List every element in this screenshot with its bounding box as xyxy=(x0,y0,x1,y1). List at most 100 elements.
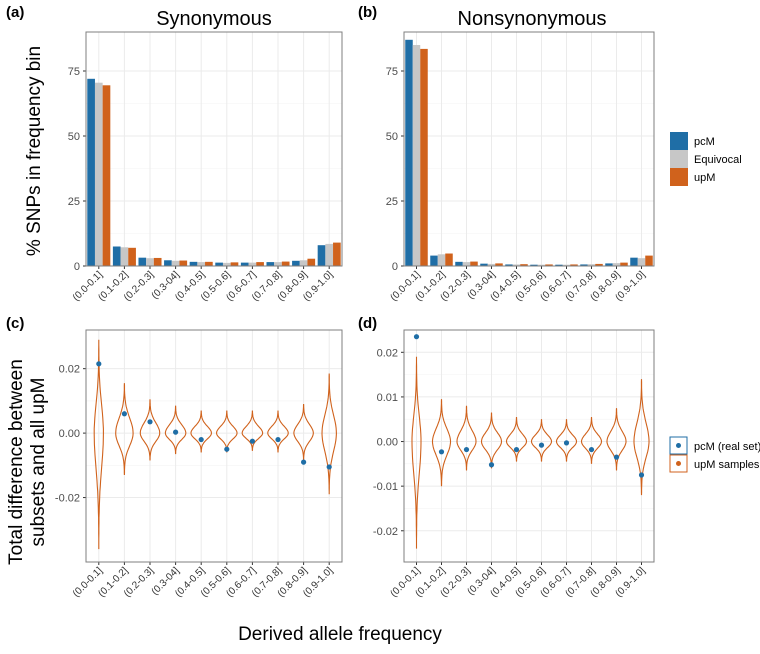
bar-equivocal xyxy=(120,247,129,266)
violin-upm-samples xyxy=(411,356,422,549)
point-pcm-real-set xyxy=(249,438,255,444)
y-tick-label: 0.00 xyxy=(59,428,80,440)
bar-pcm xyxy=(87,78,95,266)
point-pcm-real-set xyxy=(301,459,307,465)
bar-pcm xyxy=(605,263,613,266)
bar-upm xyxy=(102,85,111,266)
point-pcm-real-set xyxy=(638,472,645,478)
bar-equivocal xyxy=(94,82,103,266)
bar-pcm xyxy=(405,39,413,266)
legend-label-pcm-real-set: pcM (real set) xyxy=(694,441,760,453)
panel-letter-d: (d) xyxy=(358,315,377,332)
legend-label-upm-samples: upM samples xyxy=(694,459,760,471)
bar-upm xyxy=(281,261,290,266)
bar-equivocal xyxy=(587,264,596,266)
bar-equivocal xyxy=(171,260,180,266)
y-axis-label-bottom-line1: Total difference between xyxy=(6,359,27,565)
bar-upm xyxy=(128,247,136,266)
violin-upm-samples xyxy=(241,410,264,451)
y-axis-label-top: % SNPs in frequency bin xyxy=(24,46,45,256)
y-tick-label: -0.02 xyxy=(55,493,80,505)
bar-pcm xyxy=(530,264,538,266)
y-tick-label: 75 xyxy=(386,66,398,78)
bar-pcm xyxy=(266,262,275,266)
violin-upm-samples xyxy=(505,416,528,462)
point-pcm-real-set xyxy=(326,464,332,470)
bar-upm xyxy=(470,261,478,266)
bar-upm xyxy=(595,263,603,266)
bar-upm xyxy=(520,264,528,266)
panel-b-nonsynonymous-bars: 0255075(0.0-0.1](0.1-0.2](0.2-0.3](0.3-0… xyxy=(386,31,655,303)
bar-pcm xyxy=(317,245,326,266)
bar-equivocal xyxy=(537,264,546,266)
panel-letter-c: (c) xyxy=(6,315,24,332)
panel-d-violins: -0.02-0.010.000.010.02(0.0-0.1](0.1-0.2]… xyxy=(373,329,655,599)
bar-upm xyxy=(307,258,316,266)
bar-upm xyxy=(205,261,213,266)
point-pcm-real-set xyxy=(96,361,102,367)
violin-upm-samples xyxy=(530,419,553,462)
panel-c-violins: -0.020.000.02(0.0-0.1](0.1-0.2](0.2-0.3]… xyxy=(55,329,343,599)
violin-upm-samples xyxy=(480,412,503,469)
legend-bottom: pcM (real set) upM samples xyxy=(669,436,760,473)
bar-pcm xyxy=(138,257,147,266)
point-pcm-real-set xyxy=(563,440,570,446)
bar-pcm xyxy=(240,262,249,266)
plot-background xyxy=(404,330,654,562)
y-tick-label: 50 xyxy=(386,131,398,143)
point-pcm-real-set xyxy=(198,436,204,443)
y-tick-label: 0 xyxy=(74,261,80,273)
panel-b-title: Nonsynonymous xyxy=(458,8,607,30)
y-tick-label: 75 xyxy=(68,66,80,78)
bar-equivocal xyxy=(146,258,154,266)
bar-equivocal xyxy=(462,262,471,266)
violin-upm-samples xyxy=(139,399,161,461)
x-axis-label: Derived allele frequency xyxy=(238,624,442,645)
point-pcm-real-set xyxy=(147,419,153,425)
y-tick-label: -0.01 xyxy=(373,481,398,493)
bar-pcm xyxy=(292,260,300,266)
point-pcm-real-set xyxy=(588,446,595,453)
bar-upm xyxy=(445,253,453,266)
bar-pcm xyxy=(215,262,223,266)
bar-equivocal xyxy=(248,262,257,266)
y-tick-label: 25 xyxy=(68,196,80,208)
y-tick-label: 0.02 xyxy=(59,364,80,376)
bar-upm xyxy=(570,264,578,266)
point-pcm-real-set xyxy=(173,429,179,435)
legend-label-upm: upM xyxy=(694,172,715,184)
plot-frame xyxy=(403,31,655,267)
y-tick-label: 0.00 xyxy=(377,437,398,449)
plot-frame xyxy=(85,31,343,267)
violin-upm-samples xyxy=(216,410,238,453)
violin-upm-samples xyxy=(456,405,477,471)
legend-key-equivocal xyxy=(670,150,688,168)
panel-a-synonymous-bars: 0255075(0.0-0.1](0.1-0.2](0.2-0.3](0.3-0… xyxy=(68,31,343,303)
bar-upm xyxy=(153,257,162,266)
bar-upm xyxy=(645,255,653,266)
bar-equivocal xyxy=(562,264,571,266)
legend-label-equivocal: Equivocal xyxy=(694,154,742,166)
violin-upm-samples xyxy=(267,410,289,453)
y-axis-label-bottom-line2: subsets and all upM xyxy=(28,378,49,547)
violin-upm-samples xyxy=(321,373,337,495)
bar-equivocal xyxy=(299,260,308,266)
bar-equivocal xyxy=(637,258,646,266)
y-tick-label: 50 xyxy=(68,131,80,143)
plot-frame xyxy=(403,329,655,563)
legend-label-pcm: pcM xyxy=(694,136,715,148)
panel-letter-b: (b) xyxy=(358,4,377,21)
point-pcm-real-set xyxy=(613,454,620,460)
bar-pcm xyxy=(164,260,172,266)
bar-pcm xyxy=(505,264,513,266)
plot-frame xyxy=(85,329,343,563)
bar-equivocal xyxy=(197,262,206,266)
violin-upm-samples xyxy=(431,399,452,487)
bar-equivocal xyxy=(274,262,282,266)
bar-equivocal xyxy=(222,262,231,266)
bar-pcm xyxy=(189,261,198,266)
bar-pcm xyxy=(455,261,463,266)
point-pcm-real-set xyxy=(121,411,127,417)
y-tick-label: 25 xyxy=(386,196,398,208)
bar-equivocal xyxy=(487,263,496,266)
